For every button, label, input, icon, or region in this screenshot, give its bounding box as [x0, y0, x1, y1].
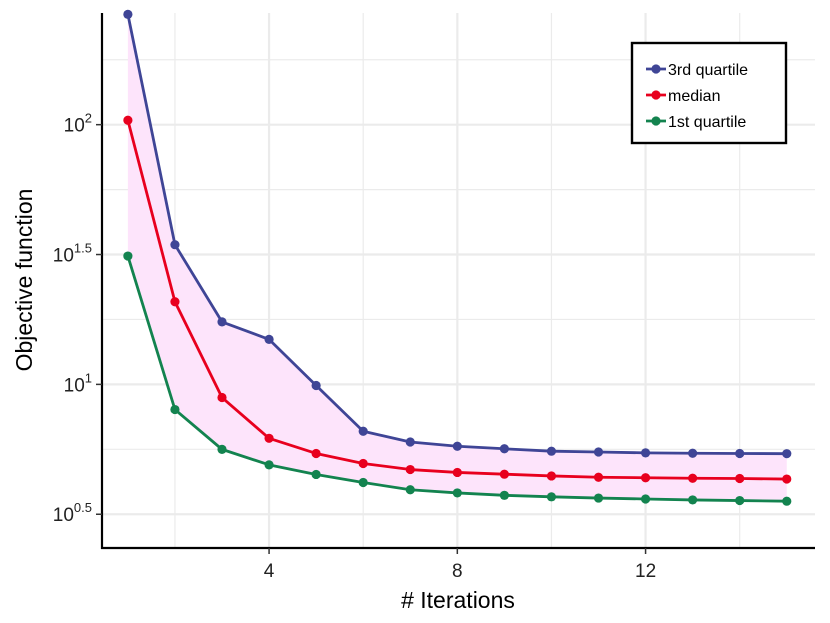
data-point-median — [688, 473, 698, 483]
y-tick-label: 101 — [64, 370, 92, 396]
data-point-median — [782, 474, 792, 484]
data-point-median — [358, 458, 368, 469]
data-point-3rd-quartile — [264, 334, 274, 345]
data-point-3rd-quartile — [123, 9, 133, 19]
y-tick-label: 101.5 — [53, 241, 92, 267]
data-point-3rd-quartile — [782, 449, 792, 459]
data-point-median — [499, 469, 509, 479]
x-axis-title: # Iterations — [401, 587, 515, 613]
y-tick-label: 100.5 — [53, 500, 92, 526]
legend-item-median: median — [646, 88, 720, 105]
y-tick-label: 102 — [64, 111, 92, 137]
data-point-1st-quartile — [640, 494, 651, 504]
legend-label: median — [668, 88, 720, 105]
data-point-1st-quartile — [688, 495, 698, 505]
series-median — [123, 115, 792, 484]
legend-label: 3rd quartile — [668, 62, 748, 79]
data-point-3rd-quartile — [546, 446, 557, 456]
data-point-1st-quartile — [452, 488, 462, 498]
data-point-3rd-quartile — [311, 380, 321, 391]
data-point-3rd-quartile — [593, 447, 604, 457]
legend-key-point — [651, 90, 661, 100]
series-3rd-quartile — [123, 9, 792, 459]
data-point-3rd-quartile — [452, 441, 462, 451]
tick-labels: 4 8 12 100.5 101 101.5 102 — [53, 111, 656, 582]
legend-label: 1st quartile — [668, 114, 746, 131]
legend: 3rd quartile median 1st quartile — [630, 41, 788, 145]
data-point-3rd-quartile — [735, 448, 745, 459]
data-point-median — [593, 472, 604, 482]
quartile-ribbon — [127, 14, 787, 502]
data-point-3rd-quartile — [170, 240, 180, 250]
data-point-1st-quartile — [593, 493, 604, 503]
data-point-3rd-quartile — [358, 426, 368, 436]
data-point-median — [735, 473, 745, 484]
data-point-median — [452, 467, 462, 478]
data-point-median — [123, 115, 133, 125]
quartile-ribbon-layer — [127, 14, 787, 502]
data-point-median — [311, 448, 321, 459]
series-layer — [123, 9, 792, 506]
data-point-3rd-quartile — [640, 448, 651, 458]
data-point-1st-quartile — [499, 490, 509, 500]
data-point-median — [640, 473, 651, 483]
data-point-3rd-quartile — [499, 444, 509, 454]
data-point-3rd-quartile — [217, 317, 227, 327]
legend-key-point — [651, 64, 661, 74]
y-axis-title: Objective function — [11, 189, 37, 372]
data-point-1st-quartile — [217, 444, 227, 454]
data-point-1st-quartile — [735, 495, 745, 506]
data-point-1st-quartile — [546, 492, 557, 502]
data-point-1st-quartile — [170, 404, 180, 415]
data-point-3rd-quartile — [688, 448, 698, 458]
data-point-1st-quartile — [358, 477, 368, 488]
data-point-median — [217, 392, 227, 403]
data-point-1st-quartile — [123, 251, 133, 261]
x-tick-label: 4 — [264, 561, 275, 582]
x-tick-label: 12 — [635, 561, 656, 582]
data-point-1st-quartile — [264, 460, 274, 470]
legend-key-point — [651, 116, 661, 126]
data-point-1st-quartile — [311, 469, 321, 480]
data-point-1st-quartile — [405, 485, 415, 495]
x-tick-label: 8 — [452, 561, 463, 582]
series-1st-quartile — [123, 251, 792, 506]
legend-item-1st-quartile: 1st quartile — [646, 114, 746, 131]
data-point-median — [405, 464, 415, 475]
data-point-median — [546, 471, 557, 481]
data-point-median — [264, 433, 274, 443]
data-point-1st-quartile — [782, 496, 792, 506]
legend-item-3rd-quartile: 3rd quartile — [646, 62, 748, 79]
data-point-median — [170, 297, 180, 307]
data-point-3rd-quartile — [405, 437, 415, 447]
